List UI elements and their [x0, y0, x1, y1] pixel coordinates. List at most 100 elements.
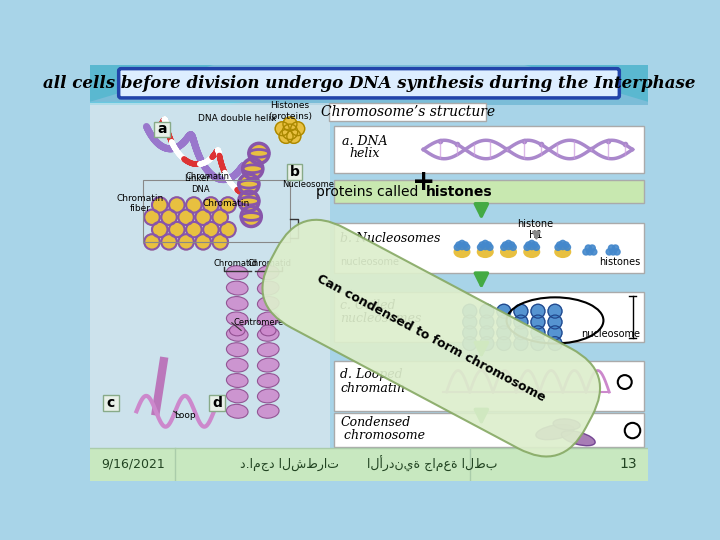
Text: DNA double helix: DNA double helix [199, 114, 277, 123]
Bar [334, 292, 644, 342]
Circle shape [548, 326, 562, 340]
Circle shape [195, 234, 211, 249]
Text: Condensed: Condensed [341, 416, 410, 429]
Ellipse shape [258, 281, 279, 295]
Ellipse shape [477, 246, 494, 258]
Ellipse shape [562, 431, 595, 445]
Circle shape [555, 244, 561, 251]
Ellipse shape [258, 327, 279, 341]
Circle shape [463, 315, 477, 329]
Text: d. Looped: d. Looped [341, 368, 403, 381]
Text: Chromatid: Chromatid [214, 259, 258, 268]
Circle shape [589, 245, 595, 251]
Ellipse shape [226, 327, 248, 341]
Circle shape [548, 315, 562, 329]
Circle shape [279, 130, 293, 143]
Circle shape [559, 240, 566, 247]
Circle shape [564, 244, 570, 251]
Text: chromatin: chromatin [341, 382, 405, 395]
Text: nucleosomes: nucleosomes [341, 313, 422, 326]
Circle shape [614, 249, 620, 255]
Circle shape [497, 304, 510, 318]
Circle shape [514, 304, 528, 318]
Ellipse shape [536, 424, 574, 440]
Circle shape [186, 197, 202, 213]
Circle shape [459, 240, 465, 247]
Bar [334, 126, 644, 173]
Circle shape [454, 244, 461, 251]
Bar [90, 65, 648, 105]
Circle shape [487, 244, 493, 251]
Circle shape [510, 244, 516, 251]
Text: Can condensed to form chromosome: Can condensed to form chromosome [315, 272, 548, 404]
Polygon shape [524, 65, 648, 102]
Circle shape [606, 249, 612, 255]
Circle shape [559, 244, 566, 249]
Ellipse shape [226, 404, 248, 418]
Circle shape [514, 336, 528, 350]
Circle shape [505, 244, 512, 249]
Text: b: b [289, 165, 300, 179]
Circle shape [531, 336, 545, 350]
Bar [90, 103, 330, 450]
Circle shape [456, 242, 462, 248]
FancyBboxPatch shape [103, 395, 119, 410]
Ellipse shape [454, 246, 471, 258]
FancyBboxPatch shape [210, 395, 225, 410]
Text: c. Coiled: c. Coiled [341, 299, 396, 312]
Ellipse shape [226, 389, 248, 403]
Text: nucleosome: nucleosome [581, 329, 640, 339]
Text: all cells before division undergo DNA synthesis during the Interphase: all cells before division undergo DNA sy… [42, 75, 696, 92]
Circle shape [195, 210, 211, 225]
Ellipse shape [226, 266, 248, 280]
Circle shape [610, 249, 616, 255]
Circle shape [528, 244, 535, 249]
Circle shape [514, 315, 528, 329]
Ellipse shape [258, 404, 279, 418]
Bar [334, 361, 644, 411]
Circle shape [287, 130, 301, 143]
Circle shape [241, 206, 261, 226]
Text: Chromatin: Chromatin [202, 199, 250, 208]
Circle shape [534, 244, 539, 251]
Text: 9/16/2021: 9/16/2021 [101, 458, 164, 471]
Text: c: c [107, 396, 115, 410]
Circle shape [563, 242, 569, 248]
Circle shape [459, 244, 465, 249]
Ellipse shape [230, 325, 245, 336]
Ellipse shape [258, 312, 279, 326]
Polygon shape [90, 65, 214, 102]
Text: nucleosome: nucleosome [341, 257, 400, 267]
Circle shape [179, 210, 194, 225]
Ellipse shape [226, 281, 248, 295]
Circle shape [503, 242, 508, 248]
Text: Centromere: Centromere [233, 318, 284, 327]
Text: Chromatin
fiber: Chromatin fiber [117, 194, 164, 213]
Text: proteins called: proteins called [317, 185, 423, 199]
Circle shape [528, 240, 535, 247]
Ellipse shape [553, 419, 580, 430]
Ellipse shape [500, 246, 517, 258]
Circle shape [526, 242, 532, 248]
Circle shape [463, 326, 477, 340]
Circle shape [239, 191, 259, 211]
FancyBboxPatch shape [287, 164, 302, 179]
Circle shape [283, 117, 297, 131]
Ellipse shape [261, 325, 276, 336]
Text: b. Nucleosomes: b. Nucleosomes [341, 232, 441, 245]
Circle shape [275, 122, 289, 136]
Circle shape [243, 159, 263, 179]
Text: chromosome: chromosome [341, 429, 426, 442]
Text: Chromatin: Chromatin [186, 172, 230, 181]
Circle shape [464, 244, 469, 251]
Circle shape [282, 124, 297, 139]
Ellipse shape [226, 374, 248, 388]
Circle shape [291, 122, 305, 136]
Ellipse shape [226, 296, 248, 310]
Ellipse shape [226, 312, 248, 326]
Text: helix: helix [350, 147, 380, 160]
Circle shape [477, 244, 484, 251]
Circle shape [514, 326, 528, 340]
Circle shape [463, 304, 477, 318]
Circle shape [531, 315, 545, 329]
